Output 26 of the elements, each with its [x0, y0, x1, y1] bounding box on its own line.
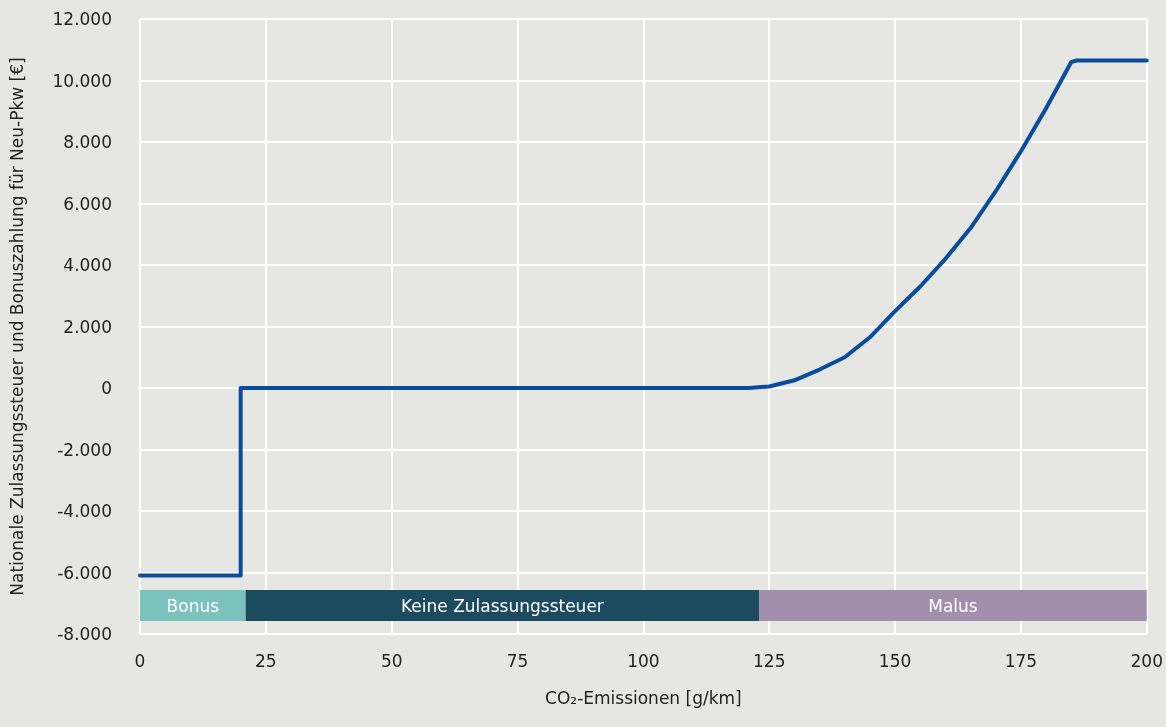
x-tick-label: 200: [1130, 650, 1163, 671]
y-tick-label: -8.000: [57, 624, 112, 644]
band-label: Keine Zulassungssteuer: [401, 595, 604, 616]
x-tick-label: 0: [134, 650, 146, 671]
y-tick-label: 4.000: [63, 255, 112, 275]
y-tick-label: -2.000: [57, 439, 112, 460]
x-tick-label: 150: [878, 650, 912, 671]
y-tick-label: -4.000: [57, 501, 112, 521]
x-tick-label: 25: [255, 650, 277, 671]
y-tick-label: -6.000: [57, 562, 112, 583]
band-label: Bonus: [166, 595, 220, 616]
line-series: [138, 58, 1149, 578]
x-tick-label: 50: [380, 650, 403, 671]
x-axis-title: CO₂-Emissionen [g/km]: [545, 687, 742, 708]
x-tick-label: 100: [627, 650, 660, 671]
y-tick-label: 12.000: [52, 9, 112, 29]
y-tick-label: 2.000: [63, 316, 112, 337]
x-tick-label: 75: [506, 650, 529, 671]
x-tick-label: 125: [753, 650, 786, 671]
y-tick-label: 6.000: [63, 193, 112, 214]
band-label: Malus: [928, 595, 978, 616]
y-tick-label: 10.000: [52, 70, 112, 91]
y-tick-label: 8.000: [63, 132, 112, 152]
y-tick-label: 0: [101, 378, 112, 398]
y-axis-title: Nationale Zulassungssteuer und Bonuszahlung für Neu-Pkw [€]: [6, 57, 27, 596]
x-tick-label: 175: [1004, 650, 1038, 671]
